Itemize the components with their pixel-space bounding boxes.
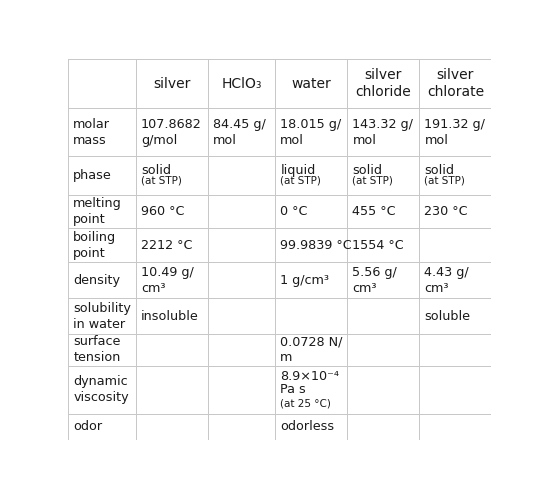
Text: density: density [73,274,120,287]
Text: 0 °C: 0 °C [280,205,308,218]
Text: 455 °C: 455 °C [352,205,396,218]
Text: silver
chloride: silver chloride [355,68,411,99]
Text: surface
tension: surface tension [73,335,121,365]
Text: 143.32 g/
mol: 143.32 g/ mol [352,118,413,147]
Text: 18.015 g/
mol: 18.015 g/ mol [280,118,341,147]
Text: (at STP): (at STP) [141,175,182,185]
Text: 84.45 g/
mol: 84.45 g/ mol [213,118,265,147]
Text: solubility
in water: solubility in water [73,301,131,330]
Text: boiling
point: boiling point [73,231,116,260]
Text: solid: solid [424,164,454,177]
Text: melting
point: melting point [73,197,122,226]
Text: 107.8682
g/mol: 107.8682 g/mol [141,118,201,147]
Text: liquid: liquid [280,164,316,177]
Text: 99.9839 °C: 99.9839 °C [280,239,352,252]
Text: insoluble: insoluble [141,310,199,323]
Text: 5.56 g/
cm³: 5.56 g/ cm³ [352,266,397,294]
Text: solid: solid [141,164,171,177]
Text: 1554 °C: 1554 °C [352,239,404,252]
Text: 230 °C: 230 °C [424,205,468,218]
Text: Pa s: Pa s [280,383,306,397]
Text: 8.9×10⁻⁴: 8.9×10⁻⁴ [280,370,340,383]
Text: molar
mass: molar mass [73,118,110,147]
Text: phase: phase [73,169,112,182]
Text: 1 g/cm³: 1 g/cm³ [280,274,329,287]
Text: (at STP): (at STP) [424,175,465,185]
Text: HClO₃: HClO₃ [221,77,262,90]
Text: 191.32 g/
mol: 191.32 g/ mol [424,118,485,147]
Text: dynamic
viscosity: dynamic viscosity [73,375,129,405]
Text: odorless: odorless [280,420,335,433]
Text: 2212 °C: 2212 °C [141,239,192,252]
Text: 960 °C: 960 °C [141,205,185,218]
Text: 10.49 g/
cm³: 10.49 g/ cm³ [141,266,194,294]
Text: silver
chlorate: silver chlorate [427,68,484,99]
Text: 4.43 g/
cm³: 4.43 g/ cm³ [424,266,469,294]
Text: (at STP): (at STP) [352,175,393,185]
Text: odor: odor [73,420,103,433]
Text: silver: silver [153,77,191,90]
Text: soluble: soluble [424,310,471,323]
Text: solid: solid [352,164,382,177]
Text: (at 25 °C): (at 25 °C) [280,399,331,409]
Text: 0.0728 N/
m: 0.0728 N/ m [280,335,343,365]
Text: water: water [292,77,331,90]
Text: (at STP): (at STP) [280,175,321,185]
